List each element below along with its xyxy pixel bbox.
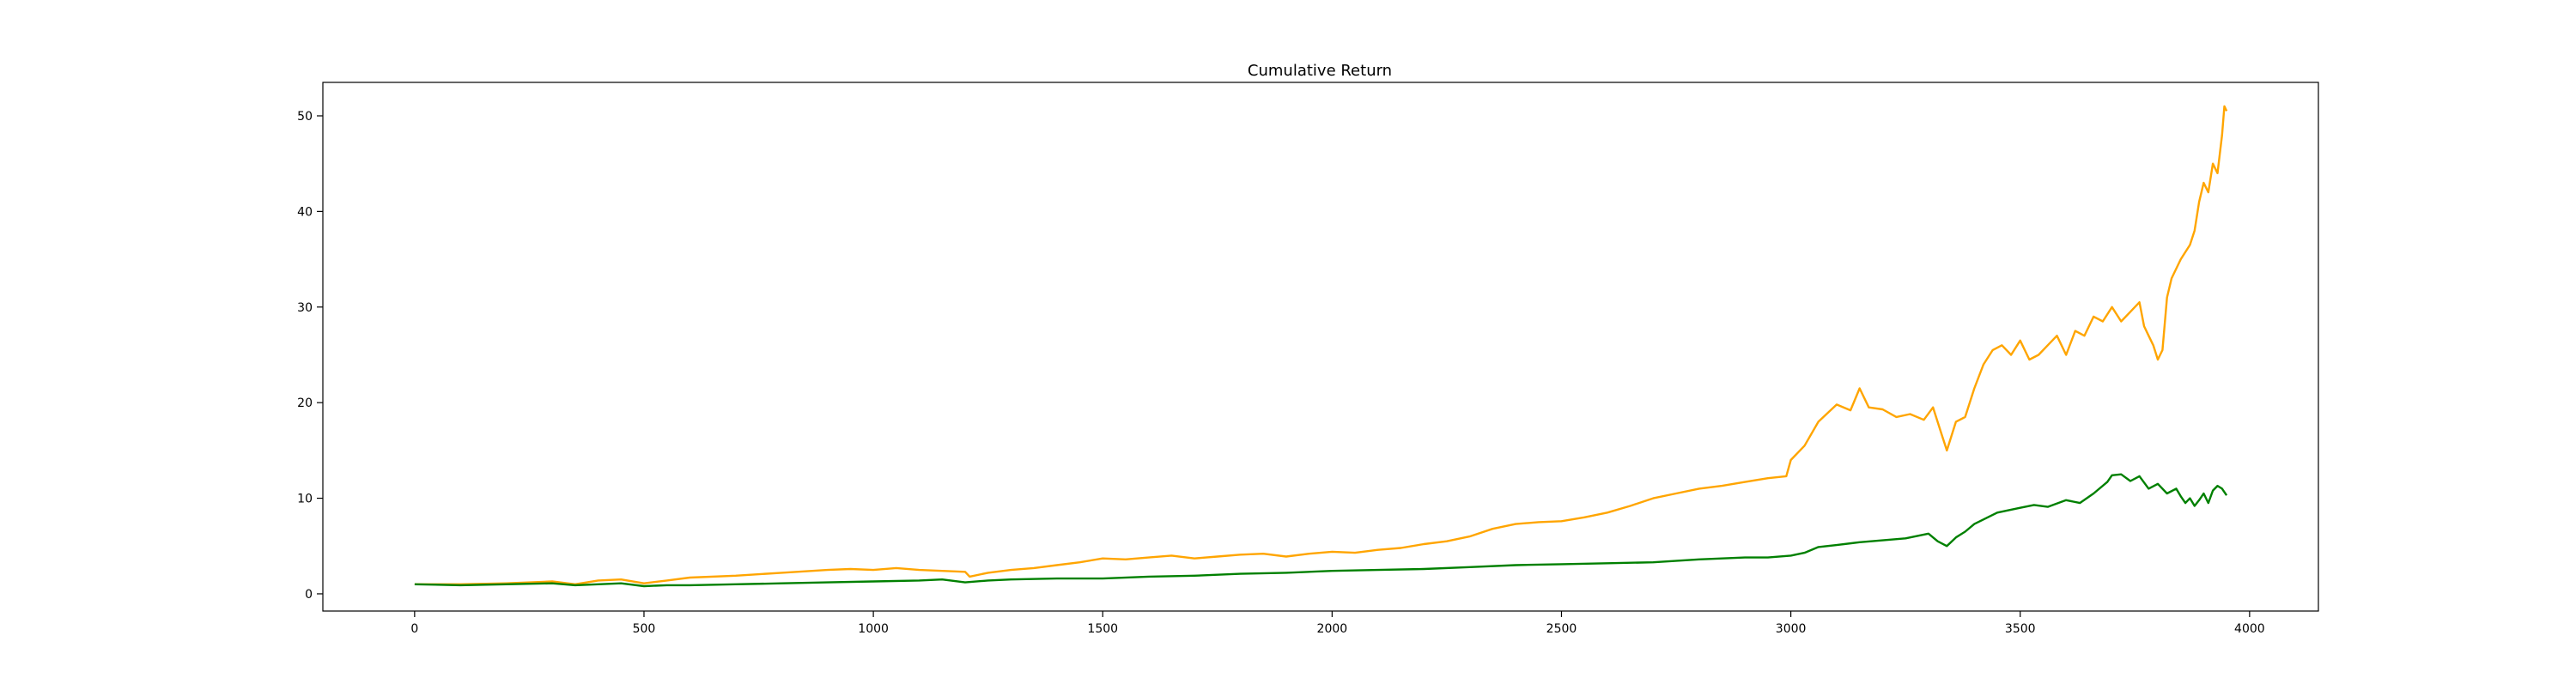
series-layer bbox=[414, 105, 2228, 588]
x-tick-label: 1500 bbox=[1087, 622, 1118, 636]
y-tick-label: 30 bbox=[297, 301, 313, 315]
y-tick-label: 50 bbox=[297, 110, 313, 124]
series-line-2 bbox=[414, 473, 2228, 588]
x-tick-label: 2000 bbox=[1317, 622, 1348, 636]
y-tick-label: 40 bbox=[297, 205, 313, 219]
y-tick-label: 10 bbox=[297, 493, 313, 506]
x-tick-label: 0 bbox=[410, 622, 418, 636]
plot-frame bbox=[322, 82, 2319, 612]
x-tick-label: 3500 bbox=[2005, 622, 2036, 636]
x-tick-label: 1000 bbox=[858, 622, 889, 636]
x-axis: 0 500 1000 1500 2000 2500 3000 3500 4000 bbox=[410, 611, 2265, 636]
x-tick-label: 3000 bbox=[1776, 622, 1807, 636]
y-tick-label: 0 bbox=[305, 588, 313, 602]
x-tick-label: 2500 bbox=[1546, 622, 1577, 636]
series-line-1 bbox=[414, 105, 2228, 585]
x-tick-label: 4000 bbox=[2234, 622, 2265, 636]
y-tick-label: 20 bbox=[297, 396, 313, 410]
y-axis: 0 10 20 30 40 50 bbox=[297, 110, 323, 602]
chart-title: Cumulative Return bbox=[1248, 62, 1392, 80]
x-tick-label: 500 bbox=[633, 622, 656, 636]
